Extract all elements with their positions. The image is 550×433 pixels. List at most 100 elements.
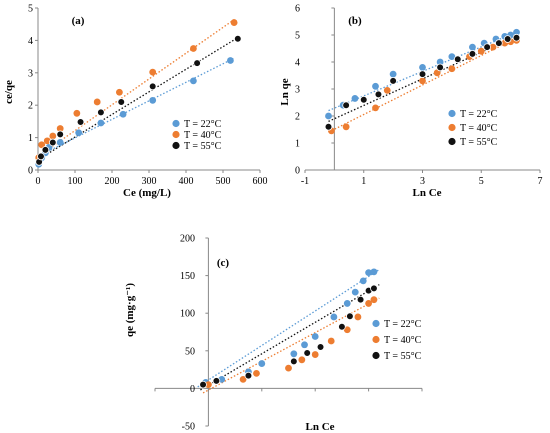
panel-b-series-1-point — [448, 65, 456, 73]
panel-b-y-tick-label: 4 — [295, 58, 300, 69]
panel-a-legend-marker-2 — [172, 141, 180, 150]
panel-b-series-1-point — [383, 86, 391, 94]
panel-a-y-tick-label: 3 — [28, 68, 33, 79]
panel-c-legend-label-1: T = 40°C — [384, 335, 422, 346]
panel-b-legend-marker-0 — [448, 109, 456, 118]
panel-c-y-tick-label: 200 — [180, 234, 195, 245]
panel-c-series-2-point — [199, 380, 207, 389]
panel-c-series-0-point — [258, 360, 266, 367]
panel-c-series-2-point — [356, 295, 365, 304]
panel-c-series-2-point — [346, 312, 354, 321]
panel-c-series-0-point — [359, 277, 367, 285]
panel-b-series-1-point — [372, 104, 379, 112]
panel-a-trendline-2 — [37, 35, 240, 161]
panel-a-series-0-point — [75, 129, 83, 137]
panel-c-series-1-point — [343, 326, 351, 334]
panel-c-series-2-point — [370, 284, 378, 293]
panel-b-y-tick-label: 3 — [295, 85, 300, 96]
panel-c-y-tick-label: 150 — [180, 271, 195, 282]
panel-a-y-tick-label: 2 — [28, 101, 33, 112]
panel-b-x-axis-title: Ln Ce — [412, 187, 441, 199]
panel-a-legend-label-0: T = 22°C — [184, 119, 222, 130]
panel-b-series-2-point — [324, 123, 333, 131]
panel-c-series-2-point — [303, 349, 311, 357]
panel-b-y-tick-label: 5 — [295, 31, 300, 42]
panel-c-series-0-point — [330, 313, 338, 321]
panel-b-x-tick-label: 3 — [420, 176, 425, 187]
panel-a-series-2-point — [97, 108, 105, 117]
panel-a-legend-marker-0 — [172, 119, 180, 128]
panel-a-x-tick-label: 300 — [142, 176, 157, 187]
panel-b-series-0-point — [389, 70, 397, 78]
panel-a-series-0-point — [227, 57, 234, 64]
panel-a-y-tick-label: 5 — [28, 4, 33, 15]
panel-c-y-tick-label: 0 — [190, 384, 195, 395]
panel-c-series-1-point — [239, 375, 247, 383]
panel-a-series-2-point — [76, 118, 85, 126]
panel-a-x-tick-label: 400 — [179, 176, 194, 187]
panel-b-series-0-point — [469, 43, 476, 51]
panel-a-x-tick-label: 500 — [216, 176, 231, 187]
panel-a-series-2-point — [56, 130, 64, 139]
panel-c-series-0-point — [343, 300, 351, 307]
panel-c-series-2-point — [212, 377, 221, 385]
panel-b-y-axis-title: Ln qe — [279, 78, 291, 105]
panel-b-series-1-point — [477, 47, 485, 55]
panel-a-series-1-point — [43, 137, 51, 145]
panel-c-series-2-point — [338, 322, 346, 331]
panel-c-series-1-point — [327, 337, 335, 345]
panel-a-series-1-point — [230, 19, 238, 26]
panel-c-series-1-point — [311, 351, 319, 358]
panel-b-legend-marker-2 — [448, 137, 456, 146]
panel-b-series-2-point — [359, 96, 368, 104]
panel-a-series-1-point — [93, 98, 101, 106]
panel-b-legend-marker-1 — [448, 123, 456, 132]
panel-b-y-tick-label: 1 — [295, 139, 300, 150]
panel-b-trendline-1 — [328, 35, 520, 133]
panel-b-series-2-point — [468, 50, 477, 58]
panel-c-series-1-point — [370, 296, 378, 304]
panel-b-x-tick-label: 1 — [361, 176, 366, 187]
panel-b-y-tick-label: 2 — [295, 112, 300, 123]
panel-b-series-2-point — [483, 43, 491, 51]
panel-c-series-0-point — [311, 333, 319, 340]
panel-a-series-0-point — [190, 77, 197, 85]
panel-c-series-1-point — [205, 381, 212, 389]
panel-a-trendline-0 — [37, 57, 235, 157]
panel-b-series-2-point — [503, 35, 512, 43]
panel-c-legend-marker-1 — [372, 335, 380, 344]
panel-b-x-tick-label: 5 — [479, 176, 484, 187]
panel-a-series-0-point — [97, 119, 105, 127]
panel-a-legend-label-2: T = 55°C — [184, 141, 222, 152]
panel-a-series-2-point — [117, 98, 126, 106]
panel-b-series-2-point — [389, 77, 397, 85]
panel-b-series-0-point — [351, 95, 359, 102]
panel-c-y-tick-label: 100 — [180, 309, 195, 320]
panel-b-series-0-point — [325, 112, 332, 120]
panel-c-series-1-point — [285, 364, 292, 372]
panel-b-x-tick-label: -1 — [301, 176, 309, 187]
panel-c-series-2-point — [244, 371, 253, 380]
panel-c-series-0-point — [365, 269, 372, 276]
panel-a-series-1-point — [38, 141, 46, 149]
panel-a-series-0-point — [56, 139, 64, 146]
panel-b-chart: -1 1 3 5 7 0 1 2 3 4 5 6 Ln Ce Ln qe (b) T = 22°C T = 40… — [279, 4, 543, 200]
panel-c-series-0-point — [370, 268, 378, 276]
panel-b-series-0-point — [436, 58, 444, 66]
panel-a-y-axis-title: ce/qe — [3, 80, 15, 104]
panel-b-series-0-point — [513, 28, 520, 36]
panel-a-series-2-point — [193, 59, 201, 67]
panel-b-series-0-point — [419, 64, 426, 71]
panel-c-trendline-0 — [197, 269, 380, 388]
panel-a-x-tick-label: 0 — [36, 176, 41, 187]
panel-a-x-axis-title: Ce (mg/L) — [123, 187, 171, 199]
panel-a-series-2-point — [234, 34, 242, 43]
panel-b-label: (b) — [348, 15, 362, 27]
panel-b-series-0-point — [372, 82, 379, 90]
panel-b-y-tick-label: 0 — [295, 166, 300, 177]
panel-b-series-1-point — [433, 69, 441, 77]
panel-c-legend-marker-0 — [372, 319, 380, 328]
panel-c-series-1-point — [253, 369, 260, 377]
panel-a-series-1-point — [190, 45, 197, 52]
